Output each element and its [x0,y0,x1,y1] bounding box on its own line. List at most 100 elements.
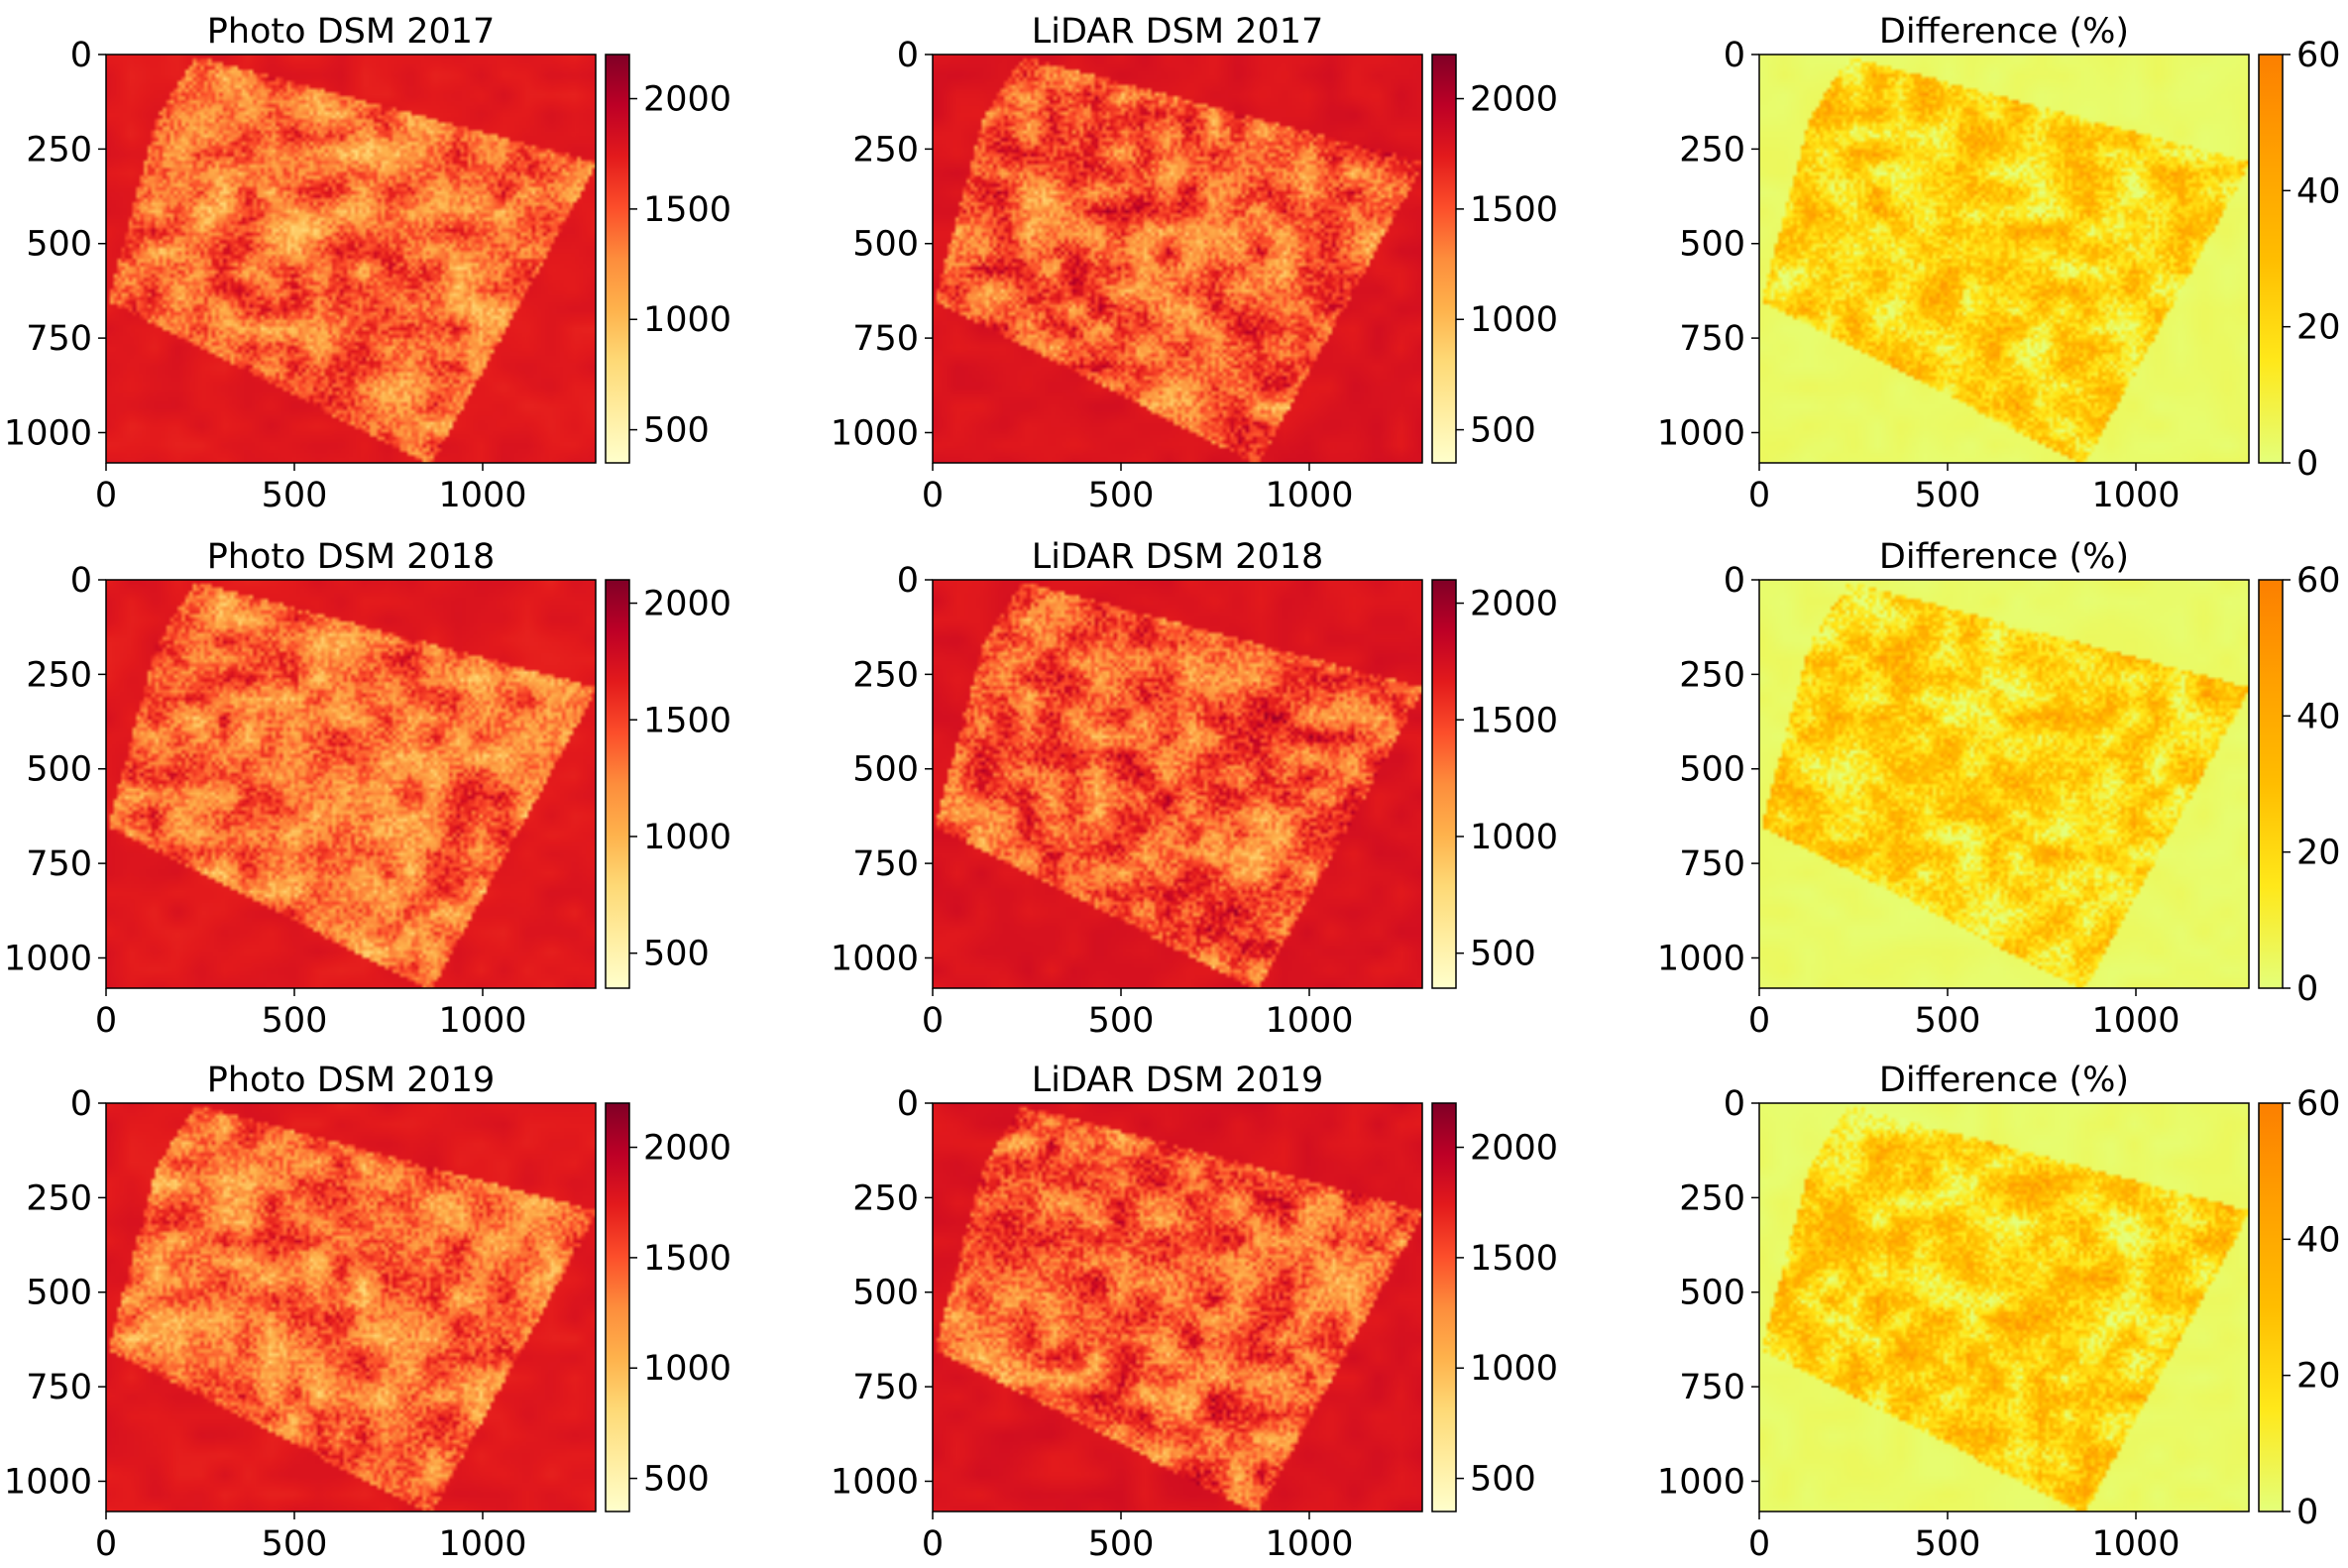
y-tick-label: 250 [26,655,92,695]
subplot-title: Photo DSM 2017 [207,12,496,52]
colorbar [1431,54,1457,464]
y-tick-label: 750 [26,319,92,359]
y-tick-label: 1000 [4,1462,92,1502]
y-tick-label: 1000 [4,413,92,453]
y-tick-label: 1000 [4,939,92,978]
x-tick-label: 1000 [2091,476,2180,515]
x-tick-label: 0 [1748,1524,1770,1564]
colorbar-tick-label: 60 [2296,1084,2341,1124]
colorbar-tick-label: 20 [2296,308,2341,348]
colorbar-tick-label: 1000 [643,300,731,340]
y-tick-label: 0 [897,561,919,601]
colorbar-tick-label: 1000 [643,818,731,857]
colorbar-tick-label: 60 [2296,561,2341,601]
y-tick-label: 1000 [831,1462,919,1502]
heatmap-image [1759,55,2249,463]
colorbar-tick-label: 1000 [1470,300,1558,340]
x-tick-label: 1000 [1265,1001,1353,1041]
y-tick-label: 0 [70,36,92,75]
colorbar-tick-label: 40 [2296,171,2341,211]
colorbar-tick-label: 0 [2296,1493,2318,1532]
colorbar [605,1102,630,1512]
colorbar [1431,1102,1457,1512]
y-tick-label: 0 [897,36,919,75]
subplot-title: LiDAR DSM 2017 [1032,12,1324,52]
x-tick-label: 1000 [438,476,526,515]
x-tick-label: 0 [922,476,944,515]
heatmap-image [933,55,1422,463]
y-tick-label: 500 [26,1274,92,1313]
y-tick-label: 750 [852,1368,919,1407]
x-tick-label: 500 [262,476,328,515]
plot-frame [1758,579,2250,989]
y-tick-label: 250 [852,130,919,169]
colorbar [2258,1102,2284,1512]
heatmap-image [933,1103,1422,1512]
x-tick-label: 1000 [1265,1524,1353,1564]
colorbar-tick-label: 1000 [1470,1349,1558,1389]
colorbar [605,54,630,464]
y-tick-label: 0 [70,1084,92,1124]
subplot-title: Photo DSM 2018 [207,537,496,577]
x-tick-label: 1000 [2091,1524,2180,1564]
y-tick-label: 500 [1679,225,1745,265]
colorbar-tick-label: 500 [643,1460,710,1500]
heatmap-image [106,1103,596,1512]
heatmap-image [106,580,596,988]
heatmap-image [1759,1103,2249,1512]
y-tick-label: 0 [1724,1084,1745,1124]
x-tick-label: 1000 [438,1001,526,1041]
colorbar-tick-label: 1500 [643,190,731,230]
colorbar-tick-label: 500 [643,935,710,974]
y-tick-label: 0 [1724,36,1745,75]
y-tick-label: 750 [26,844,92,884]
x-tick-label: 500 [1915,1524,1981,1564]
colorbar-tick-label: 500 [1470,1460,1536,1500]
y-tick-label: 750 [1679,319,1745,359]
y-tick-label: 1000 [831,413,919,453]
plot-frame [932,1102,1423,1512]
y-tick-label: 250 [1679,130,1745,169]
plot-frame [105,1102,597,1512]
y-tick-label: 750 [852,844,919,884]
y-tick-label: 500 [1679,1274,1745,1313]
x-tick-label: 500 [1088,1524,1155,1564]
y-tick-label: 500 [852,750,919,790]
plot-frame [1758,1102,2250,1512]
x-tick-label: 500 [1915,1001,1981,1041]
y-tick-label: 250 [26,1178,92,1218]
colorbar-tick-label: 1500 [1470,190,1558,230]
x-tick-label: 500 [262,1524,328,1564]
y-tick-label: 1000 [1657,939,1745,978]
subplot-title: Difference (%) [1879,537,2129,577]
colorbar [1431,579,1457,989]
subplot-9: Difference (%)0 500 1000025050075010000204… [1657,1061,2341,1564]
colorbar-tick-label: 500 [1470,935,1536,974]
x-tick-label: 0 [95,1001,117,1041]
colorbar-tick-label: 20 [2296,1357,2341,1397]
y-tick-label: 500 [852,1274,919,1313]
x-tick-label: 0 [95,476,117,515]
colorbar-tick-label: 2000 [1470,80,1558,120]
y-tick-label: 500 [1679,750,1745,790]
plot-frame [932,579,1423,989]
colorbar-tick-label: 2000 [643,80,731,120]
colorbar [2258,579,2284,989]
colorbar [2258,54,2284,464]
y-tick-label: 0 [897,1084,919,1124]
colorbar-tick-label: 40 [2296,697,2341,736]
colorbar-tick-label: 1500 [643,1239,731,1279]
plot-frame [1758,54,2250,464]
colorbar-tick-label: 1500 [643,701,731,740]
x-tick-label: 0 [1748,476,1770,515]
y-tick-label: 250 [1679,1178,1745,1218]
y-tick-label: 250 [26,130,92,169]
x-tick-label: 500 [1915,476,1981,515]
y-tick-label: 750 [1679,1368,1745,1407]
y-tick-label: 250 [852,655,919,695]
plot-frame [932,54,1423,464]
